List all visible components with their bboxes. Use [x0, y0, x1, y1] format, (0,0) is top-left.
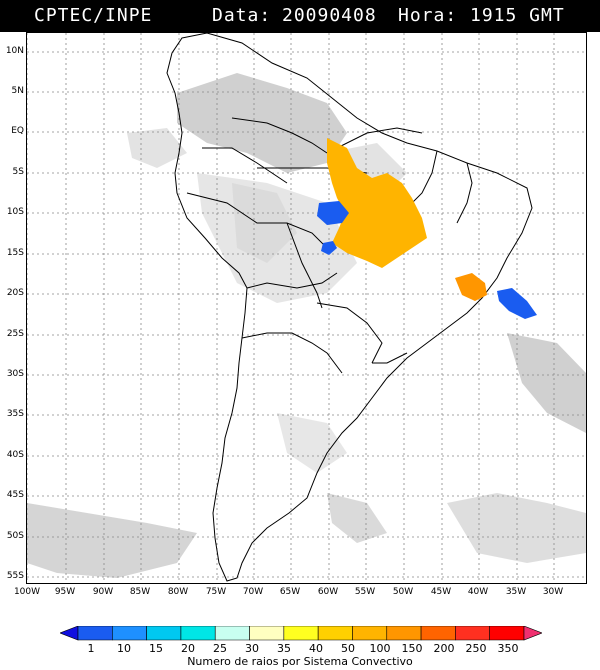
cluster-orange-east — [455, 273, 487, 301]
colorbar-cell — [112, 626, 147, 641]
colorbar-label: 100 — [369, 642, 391, 655]
lon-label: 85W — [129, 587, 151, 597]
lat-label: 30S — [6, 369, 24, 379]
hour-label: Hora: — [398, 5, 458, 26]
lat-label: 25S — [6, 329, 24, 339]
colorbar-label: 350 — [497, 642, 519, 655]
colorbar-label: 150 — [401, 642, 423, 655]
lon-label: 90W — [92, 587, 114, 597]
colorbar-cell — [146, 626, 182, 641]
lat-label: EQ — [11, 126, 24, 136]
colorbar-label: 25 — [213, 642, 227, 655]
colorbar-cell — [489, 626, 525, 641]
colorbar-label: 40 — [309, 642, 323, 655]
lon-label: 50W — [392, 587, 414, 597]
colorbar-label: 250 — [465, 642, 487, 655]
colorbar-label: 50 — [341, 642, 355, 655]
colorbar-label: 15 — [149, 642, 163, 655]
colorbar-label: 10 — [117, 642, 131, 655]
lat-label: 55S — [6, 571, 24, 581]
cluster-blue-west — [317, 201, 349, 225]
map-panel — [26, 32, 587, 584]
colorbar-cell — [455, 626, 490, 641]
date-value: 20090408 — [282, 5, 377, 26]
lon-label: 65W — [279, 587, 301, 597]
colorbar — [60, 626, 542, 641]
satellite-cloud-layer — [27, 73, 586, 578]
cluster-blue-small — [321, 241, 337, 255]
lon-label: 40W — [467, 587, 489, 597]
lat-label: 5S — [12, 167, 24, 177]
south-america-map — [27, 33, 586, 583]
colorbar-cell — [60, 626, 79, 641]
lat-label: 45S — [6, 490, 24, 500]
lat-label: 10N — [5, 46, 24, 56]
coastline — [166, 33, 533, 582]
lat-label: 50S — [6, 531, 24, 541]
colorbar-cell — [386, 626, 422, 641]
date-label: Data: — [212, 5, 272, 26]
lat-label: 10S — [6, 207, 24, 217]
colorbar-cell — [249, 626, 285, 641]
hour-value: 1915 GMT — [470, 5, 565, 26]
colorbar-cell — [420, 626, 456, 641]
colorbar-label: 35 — [277, 642, 291, 655]
source-label: CPTEC/INPE — [34, 5, 153, 26]
cluster-orange-north — [327, 138, 427, 268]
colorbar-caption: Numero de raios por Sistema Convectivo — [187, 655, 413, 668]
colorbar-cell — [352, 626, 388, 641]
header-bar: CPTEC/INPE Data: 20090408 Hora: 1915 GMT — [0, 0, 600, 32]
colorbar-cells — [60, 626, 542, 641]
lat-label: 40S — [6, 450, 24, 460]
lon-label: 100W — [13, 587, 41, 597]
lat-label: 5N — [11, 86, 24, 96]
lon-label: 75W — [205, 587, 227, 597]
colorbar-label: 20 — [181, 642, 195, 655]
lon-label: 30W — [542, 587, 564, 597]
lon-label: 80W — [167, 587, 189, 597]
lon-label: 60W — [317, 587, 339, 597]
colorbar-cell — [77, 626, 113, 641]
colorbar-cell — [180, 626, 216, 641]
lon-label: 70W — [242, 587, 264, 597]
convective-systems — [317, 138, 537, 319]
graticule — [27, 33, 586, 583]
colorbar-label: 1 — [87, 642, 95, 655]
colorbar-cell — [523, 626, 542, 641]
lon-label: 95W — [54, 587, 76, 597]
lon-label: 55W — [354, 587, 376, 597]
cluster-blue-ocean — [497, 288, 537, 319]
lon-label: 45W — [430, 587, 452, 597]
colorbar-label: 30 — [245, 642, 259, 655]
lat-label: 35S — [6, 409, 24, 419]
colorbar-label: 200 — [433, 642, 455, 655]
lat-label: 15S — [6, 248, 24, 258]
lat-label: 20S — [6, 288, 24, 298]
colorbar-cell — [317, 626, 353, 641]
colorbar-cell — [214, 626, 250, 641]
colorbar-cell — [283, 626, 319, 641]
lon-label: 35W — [505, 587, 527, 597]
